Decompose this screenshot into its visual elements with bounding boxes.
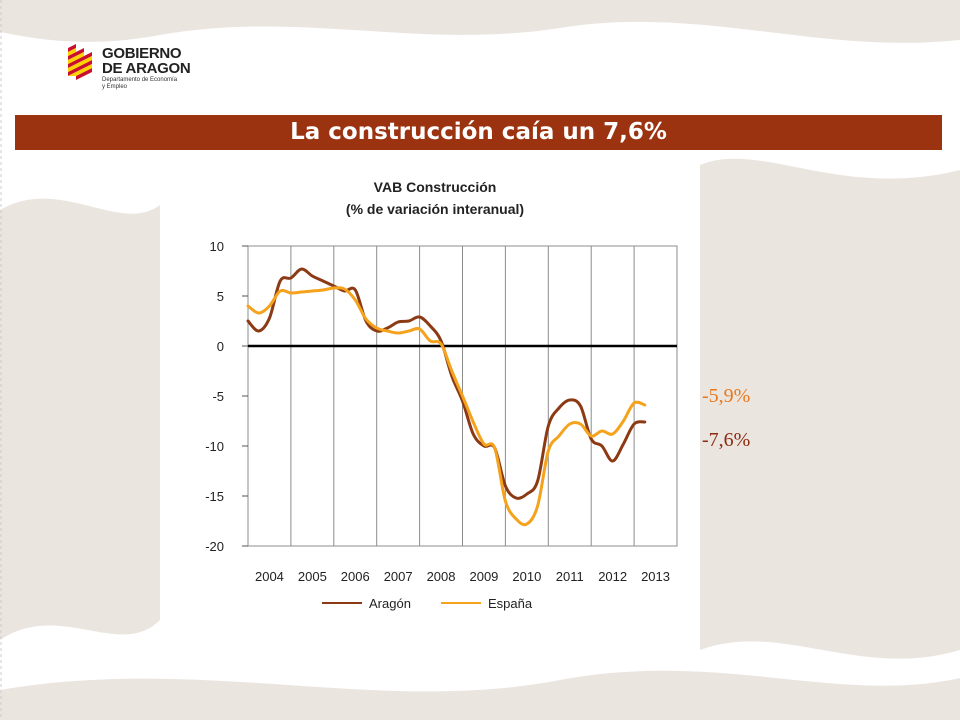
- logo-name-line-1: GOBIERNO: [102, 45, 182, 62]
- x-tick-label: 2012: [598, 569, 627, 584]
- x-tick-label: 2008: [427, 569, 456, 584]
- aragon-flag-icon: [68, 44, 92, 80]
- y-tick-label: -5: [212, 389, 224, 404]
- x-tick-label: 2004: [255, 569, 284, 584]
- logo-department-line-2: y Empleo: [102, 84, 128, 90]
- x-tick-label: 2009: [469, 569, 498, 584]
- legend: Aragón España: [322, 596, 533, 611]
- y-axis: 10 5 0 -5 -10 -15 -20: [205, 239, 677, 554]
- line-chart: VAB Construcción (% de variación interan…: [205, 179, 678, 611]
- x-tick-label: 2010: [512, 569, 541, 584]
- page-title: La construcción caía un 7,6%: [290, 119, 667, 145]
- x-tick-label: 2006: [341, 569, 370, 584]
- x-tick-label: 2005: [298, 569, 327, 584]
- legend-label-espana: España: [488, 596, 533, 611]
- y-tick-label: 10: [210, 239, 224, 254]
- x-axis: 2004 2005 2006 2007 2008 2009 2010 2011 2012 2013: [255, 569, 670, 584]
- y-tick-label: 0: [217, 339, 224, 354]
- annotation-aragon: -7,6%: [702, 429, 751, 451]
- y-tick-label: -15: [205, 489, 224, 504]
- y-tick-label: 5: [217, 289, 224, 304]
- y-tick-label: -20: [205, 539, 224, 554]
- logo-department: Departamento de Economía y Empleo: [102, 77, 182, 91]
- legend-label-aragon: Aragón: [369, 596, 411, 611]
- chart-title: VAB Construcción: [374, 179, 497, 195]
- x-tick-label: 2013: [641, 569, 670, 584]
- chart-subtitle: (% de variación interanual): [346, 201, 524, 217]
- series-line-espana: [246, 286, 647, 527]
- logo-name: GOBIERNO DE ARAGON: [102, 45, 191, 77]
- page-title-bar: La construcción caía un 7,6%: [15, 115, 942, 150]
- annotation-espana: -5,9%: [702, 385, 751, 407]
- x-tick-label: 2011: [556, 569, 584, 584]
- y-tick-label: -10: [205, 439, 224, 454]
- gobierno-aragon-logo: GOBIERNO DE ARAGON Departamento de Econo…: [66, 44, 206, 100]
- series: [246, 267, 647, 527]
- x-tick-label: 2007: [384, 569, 413, 584]
- logo-department-line-1: Departamento de Economía: [102, 77, 178, 83]
- logo-name-line-2: DE ARAGON: [102, 60, 191, 77]
